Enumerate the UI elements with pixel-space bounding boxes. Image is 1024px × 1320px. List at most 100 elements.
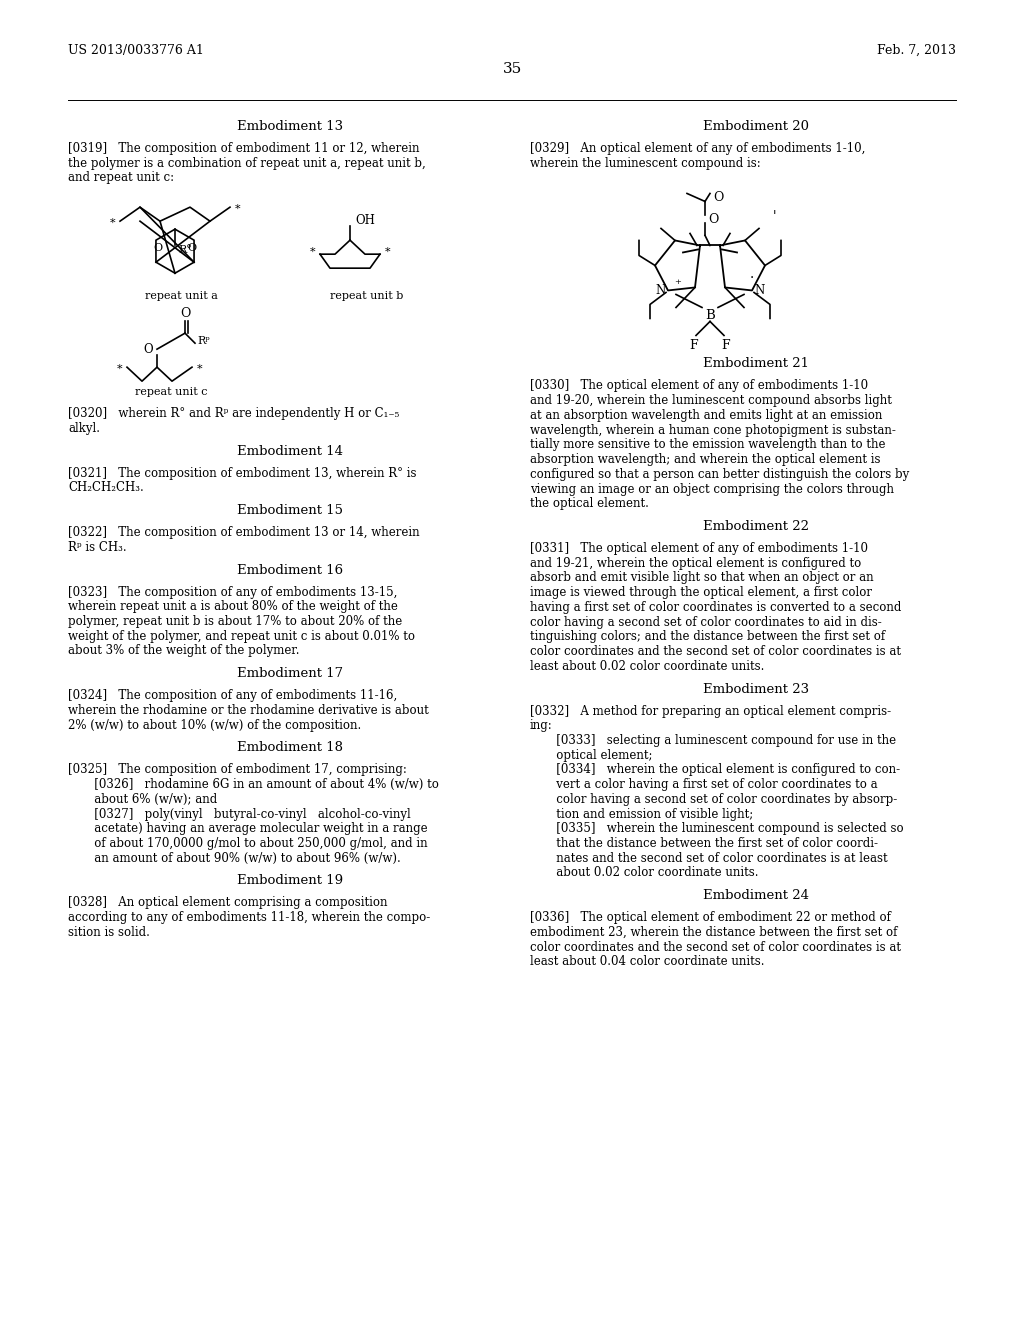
Text: [0327]   poly(vinyl   butyral-co-vinyl   alcohol-co-vinyl: [0327] poly(vinyl butyral-co-vinyl alcoh… [83, 808, 411, 821]
Text: Embodiment 23: Embodiment 23 [702, 682, 809, 696]
Text: F: F [722, 339, 730, 352]
Text: [0334]   wherein the optical element is configured to con-: [0334] wherein the optical element is co… [545, 763, 900, 776]
Text: repeat unit a: repeat unit a [145, 292, 218, 301]
Text: *: * [309, 247, 315, 257]
Text: at an absorption wavelength and emits light at an emission: at an absorption wavelength and emits li… [530, 409, 883, 422]
Text: repeat unit b: repeat unit b [330, 292, 403, 301]
Text: wherein the luminescent compound is:: wherein the luminescent compound is: [530, 157, 761, 170]
Text: *: * [197, 364, 203, 374]
Text: [0330]   The optical element of any of embodiments 1-10: [0330] The optical element of any of emb… [530, 379, 868, 392]
Text: viewing an image or an object comprising the colors through: viewing an image or an object comprising… [530, 483, 894, 495]
Text: [0336]   The optical element of embodiment 22 or method of: [0336] The optical element of embodiment… [530, 911, 891, 924]
Text: O: O [143, 343, 153, 355]
Text: absorption wavelength; and wherein the optical element is: absorption wavelength; and wherein the o… [530, 453, 881, 466]
Text: [0325]   The composition of embodiment 17, comprising:: [0325] The composition of embodiment 17,… [68, 763, 407, 776]
Text: least about 0.04 color coordinate units.: least about 0.04 color coordinate units. [530, 956, 765, 969]
Text: Embodiment 14: Embodiment 14 [237, 445, 343, 458]
Text: [0332]   A method for preparing an optical element compris-: [0332] A method for preparing an optical… [530, 705, 891, 718]
Text: 35: 35 [503, 62, 521, 77]
Text: N: N [655, 284, 666, 297]
Text: Rᵖ: Rᵖ [197, 337, 210, 346]
Text: O: O [187, 243, 197, 253]
Text: O: O [713, 191, 723, 205]
Text: wherein repeat unit a is about 80% of the weight of the: wherein repeat unit a is about 80% of th… [68, 601, 398, 614]
Text: B: B [706, 309, 715, 322]
Text: tially more sensitive to the emission wavelength than to the: tially more sensitive to the emission wa… [530, 438, 886, 451]
Text: [0319]   The composition of embodiment 11 or 12, wherein: [0319] The composition of embodiment 11 … [68, 143, 420, 154]
Text: Embodiment 19: Embodiment 19 [237, 874, 343, 887]
Text: Embodiment 16: Embodiment 16 [237, 564, 343, 577]
Text: [0321]   The composition of embodiment 13, wherein R° is: [0321] The composition of embodiment 13,… [68, 467, 417, 479]
Text: nates and the second set of color coordinates is at least: nates and the second set of color coordi… [545, 851, 888, 865]
Text: Embodiment 18: Embodiment 18 [237, 742, 343, 754]
Text: wherein the rhodamine or the rhodamine derivative is about: wherein the rhodamine or the rhodamine d… [68, 704, 429, 717]
Text: and 19-21, wherein the optical element is configured to: and 19-21, wherein the optical element i… [530, 557, 861, 570]
Text: [0322]   The composition of embodiment 13 or 14, wherein: [0322] The composition of embodiment 13 … [68, 527, 420, 539]
Text: acetate) having an average molecular weight in a range: acetate) having an average molecular wei… [83, 822, 428, 836]
Text: according to any of embodiments 11-18, wherein the compo-: according to any of embodiments 11-18, w… [68, 911, 430, 924]
Text: color coordinates and the second set of color coordinates is at: color coordinates and the second set of … [530, 941, 901, 953]
Text: image is viewed through the optical element, a first color: image is viewed through the optical elem… [530, 586, 872, 599]
Text: Embodiment 13: Embodiment 13 [237, 120, 343, 133]
Text: [0323]   The composition of any of embodiments 13-15,: [0323] The composition of any of embodim… [68, 586, 397, 598]
Text: Embodiment 15: Embodiment 15 [237, 504, 343, 517]
Text: the polymer is a combination of repeat unit a, repeat unit b,: the polymer is a combination of repeat u… [68, 157, 426, 170]
Text: [0335]   wherein the luminescent compound is selected so: [0335] wherein the luminescent compound … [545, 822, 903, 836]
Text: [0324]   The composition of any of embodiments 11-16,: [0324] The composition of any of embodim… [68, 689, 397, 702]
Text: Embodiment 17: Embodiment 17 [237, 667, 343, 680]
Text: [0333]   selecting a luminescent compound for use in the: [0333] selecting a luminescent compound … [545, 734, 896, 747]
Text: ing:: ing: [530, 719, 553, 733]
Text: about 0.02 color coordinate units.: about 0.02 color coordinate units. [545, 866, 759, 879]
Text: Embodiment 21: Embodiment 21 [703, 358, 809, 371]
Text: US 2013/0033776 A1: US 2013/0033776 A1 [68, 44, 204, 57]
Text: *: * [385, 247, 390, 257]
Text: tinguishing colors; and the distance between the first set of: tinguishing colors; and the distance bet… [530, 631, 885, 643]
Text: [0320]   wherein R° and Rᵖ are independently H or C₁₋₅: [0320] wherein R° and Rᵖ are independent… [68, 407, 399, 420]
Text: *: * [234, 205, 241, 214]
Text: +: + [674, 279, 681, 286]
Text: optical element;: optical element; [545, 748, 652, 762]
Text: absorb and emit visible light so that when an object or an: absorb and emit visible light so that wh… [530, 572, 873, 585]
Text: [0329]   An optical element of any of embodiments 1-10,: [0329] An optical element of any of embo… [530, 143, 865, 154]
Text: 2% (w/w) to about 10% (w/w) of the composition.: 2% (w/w) to about 10% (w/w) of the compo… [68, 718, 361, 731]
Text: and 19-20, wherein the luminescent compound absorbs light: and 19-20, wherein the luminescent compo… [530, 395, 892, 407]
Text: color having a second set of color coordinates to aid in dis-: color having a second set of color coord… [530, 615, 882, 628]
Text: ·: · [750, 272, 755, 285]
Text: about 3% of the weight of the polymer.: about 3% of the weight of the polymer. [68, 644, 299, 657]
Text: of about 170,0000 g/mol to about 250,000 g/mol, and in: of about 170,0000 g/mol to about 250,000… [83, 837, 428, 850]
Text: having a first set of color coordinates is converted to a second: having a first set of color coordinates … [530, 601, 901, 614]
Text: sition is solid.: sition is solid. [68, 925, 150, 939]
Text: O: O [180, 306, 190, 319]
Text: F: F [690, 339, 698, 352]
Text: weight of the polymer, and repeat unit c is about 0.01% to: weight of the polymer, and repeat unit c… [68, 630, 415, 643]
Text: Embodiment 22: Embodiment 22 [703, 520, 809, 533]
Text: [0326]   rhodamine 6G in an amount of about 4% (w/w) to: [0326] rhodamine 6G in an amount of abou… [83, 777, 439, 791]
Text: *: * [110, 218, 115, 228]
Text: color coordinates and the second set of color coordinates is at: color coordinates and the second set of … [530, 645, 901, 659]
Text: polymer, repeat unit b is about 17% to about 20% of the: polymer, repeat unit b is about 17% to a… [68, 615, 402, 628]
Text: O: O [708, 214, 719, 227]
Text: color having a second set of color coordinates by absorp-: color having a second set of color coord… [545, 793, 897, 805]
Text: [0331]   The optical element of any of embodiments 1-10: [0331] The optical element of any of emb… [530, 543, 868, 554]
Text: an amount of about 90% (w/w) to about 96% (w/w).: an amount of about 90% (w/w) to about 96… [83, 851, 400, 865]
Text: embodiment 23, wherein the distance between the first set of: embodiment 23, wherein the distance betw… [530, 925, 897, 939]
Text: that the distance between the first set of color coordi-: that the distance between the first set … [545, 837, 878, 850]
Text: R°: R° [178, 246, 191, 255]
Text: Rᵖ is CH₃.: Rᵖ is CH₃. [68, 541, 127, 554]
Text: the optical element.: the optical element. [530, 498, 649, 511]
Text: CH₂CH₂CH₃.: CH₂CH₂CH₃. [68, 482, 143, 495]
Text: alkyl.: alkyl. [68, 422, 100, 434]
Text: tion and emission of visible light;: tion and emission of visible light; [545, 808, 754, 821]
Text: configured so that a person can better distinguish the colors by: configured so that a person can better d… [530, 467, 909, 480]
Text: Embodiment 20: Embodiment 20 [703, 120, 809, 133]
Text: Embodiment 24: Embodiment 24 [703, 890, 809, 902]
Text: and repeat unit c:: and repeat unit c: [68, 172, 174, 185]
Text: N: N [754, 284, 764, 297]
Text: least about 0.02 color coordinate units.: least about 0.02 color coordinate units. [530, 660, 764, 673]
Text: [0328]   An optical element comprising a composition: [0328] An optical element comprising a c… [68, 896, 387, 909]
Text: repeat unit c: repeat unit c [135, 387, 208, 397]
Text: O: O [154, 243, 163, 253]
Text: OH: OH [355, 214, 375, 227]
Text: *: * [117, 364, 122, 374]
Text: vert a color having a first set of color coordinates to a: vert a color having a first set of color… [545, 777, 878, 791]
